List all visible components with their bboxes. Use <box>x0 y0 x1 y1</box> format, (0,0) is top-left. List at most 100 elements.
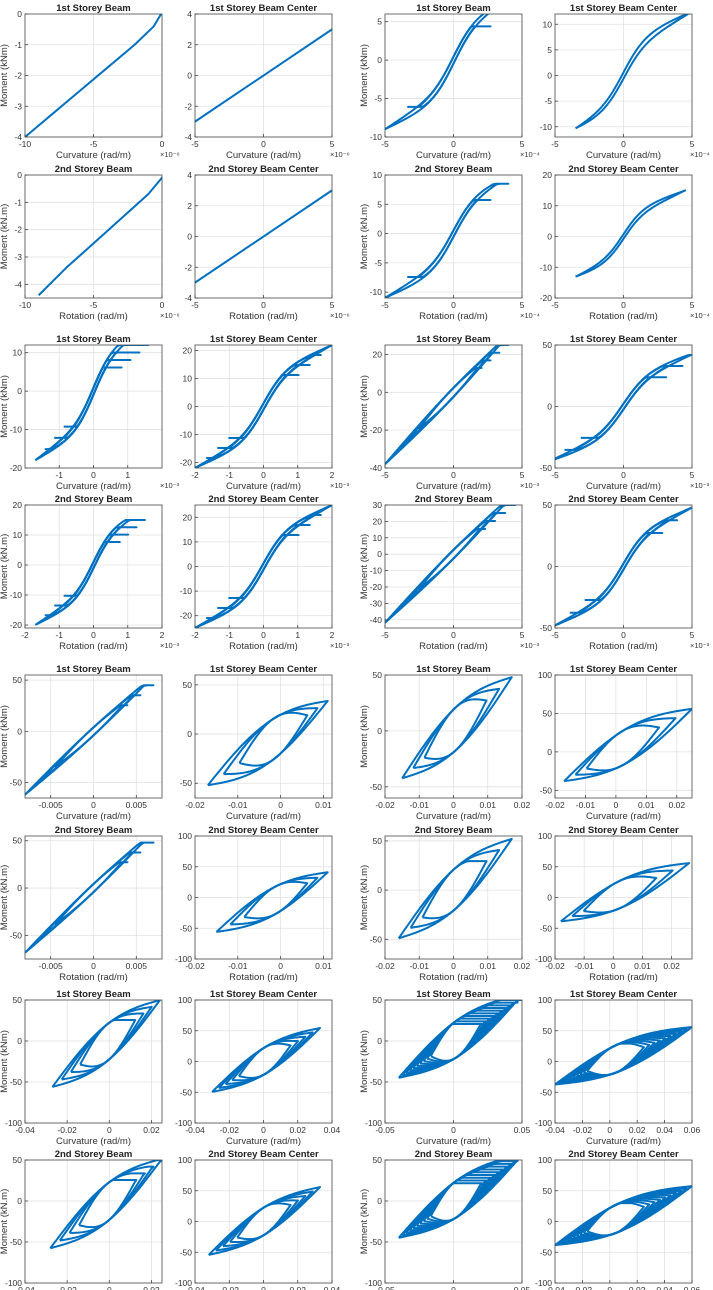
x-tick-label: -0.01 <box>574 961 594 971</box>
series-line-3 <box>555 506 692 627</box>
y-tick-label: 10 <box>373 533 383 543</box>
panel-title: 1st Storey Beam <box>56 989 130 1000</box>
y-axis-label: Moment (kNm) <box>0 44 10 107</box>
series-lines <box>385 505 517 624</box>
series-line-3 <box>207 699 329 787</box>
y-tick-label: 0 <box>17 726 22 736</box>
x-tick-label: 0.02 <box>629 1125 646 1135</box>
y-tick-label: 0 <box>547 71 552 81</box>
series-line-2 <box>222 707 319 776</box>
x-tick-label: 2 <box>330 630 335 640</box>
x-tick-label: 0 <box>91 961 96 971</box>
x-tick-label: -1 <box>55 470 63 480</box>
x-axis-label: Curvature (rad/m) <box>586 811 661 822</box>
y-tick-label: 0 <box>377 726 382 736</box>
plot-area <box>555 675 692 798</box>
y-tick-label: 0 <box>377 55 382 65</box>
x-axis-label: Curvature (rad/m) <box>416 811 491 822</box>
x-axis-exponent: ×10⁻³ <box>330 481 350 490</box>
x-tick-label: 0.02 <box>669 800 686 810</box>
y-tick-label: 100 <box>178 995 192 1005</box>
y-tick-label: 0 <box>187 1217 192 1227</box>
y-tick-label: -50 <box>540 785 553 795</box>
y-tick-label: 0 <box>547 747 552 757</box>
x-axis-label: Rotation (rad/m) <box>589 972 658 983</box>
x-tick-label: -5 <box>551 630 559 640</box>
x-tick-label: -0.005 <box>39 800 63 810</box>
y-tick-label: 0 <box>17 170 22 180</box>
series-lines <box>555 1185 692 1247</box>
panel-24: -0.02 -0.01 0 0.01 0.02 -100 -50 0 50 100 2nd Stor… <box>535 825 693 983</box>
y-axis-label: Moment (kNm) <box>359 1030 370 1093</box>
x-axis-exponent: ×10⁻⁴ <box>520 150 540 159</box>
x-tick-label: 0 <box>160 139 165 149</box>
y-tick-label: 10 <box>543 201 553 211</box>
series-line-3 <box>215 871 329 933</box>
x-tick-label: 0 <box>611 961 616 971</box>
x-tick-label: 5 <box>520 300 525 310</box>
x-tick-label: 0.01 <box>634 961 651 971</box>
x-tick-label: 5 <box>690 300 695 310</box>
y-tick-label: -20 <box>180 611 193 621</box>
x-tick-label: 0 <box>607 1125 612 1135</box>
x-tick-label: 0 <box>451 1285 456 1290</box>
y-tick-label: -10 <box>370 132 383 142</box>
x-tick-label: 0.05 <box>514 1125 531 1135</box>
panel-22: -0.02 -0.01 0 0.01 -100 -50 0 50 100 2nd Storey B… <box>175 825 333 983</box>
series-line-3 <box>397 837 513 940</box>
panel-2: -5 0 5 -4 -2 0 2 4 1st Storey Beam Center Curvatu… <box>184 3 349 161</box>
y-tick-label: 100 <box>178 831 192 841</box>
y-tick-label: 20 <box>543 170 553 180</box>
x-tick-label: -0.02 <box>57 1285 77 1290</box>
x-tick-label: -0.005 <box>39 961 63 971</box>
y-tick-label: 50 <box>13 1155 23 1165</box>
panel-6: -5 0 5 -4 -2 0 2 4 2nd Storey Beam Center Rotatio… <box>184 164 349 322</box>
y-tick-label: 100 <box>538 1155 552 1165</box>
panel-title: 2nd Storey Beam <box>55 494 133 505</box>
x-tick-label: -0.02 <box>57 1125 77 1135</box>
y-tick-label: 10 <box>373 170 383 180</box>
y-tick-label: 50 <box>543 862 553 872</box>
x-tick-label: -0.02 <box>220 1125 240 1135</box>
y-tick-label: -100 <box>5 1118 22 1128</box>
x-tick-label: 1 <box>125 630 130 640</box>
y-axis-label: Moment (kN.m) <box>359 534 370 599</box>
x-tick-label: 0.02 <box>143 1125 160 1135</box>
x-tick-label: 5 <box>690 139 695 149</box>
panel-title: 2nd Storey Beam Center <box>568 1149 679 1160</box>
x-tick-label: -5 <box>90 139 98 149</box>
series-lines <box>207 1186 322 1256</box>
x-axis-label: Rotation (rad/m) <box>59 641 128 652</box>
y-tick-label: 5 <box>547 45 552 55</box>
y-tick-label: 100 <box>538 670 552 680</box>
panel-title: 2nd Storey Beam <box>415 494 493 505</box>
y-axis-label: Moment (kNm) <box>0 705 10 768</box>
panel-30: -0.04 -0.02 0 0.02 0.04 -100 -50 0 50 100 2nd Stor… <box>175 1149 341 1290</box>
y-tick-label: -2 <box>14 225 22 235</box>
x-tick-label: 0 <box>451 300 456 310</box>
series-line-3 <box>25 684 155 796</box>
x-axis-exponent: ×10⁻⁶ <box>330 311 350 320</box>
series-lines <box>37 176 162 296</box>
x-axis-label: Curvature (rad/m) <box>56 481 131 492</box>
y-tick-label: -50 <box>10 778 23 788</box>
x-tick-label: 0.01 <box>315 800 332 810</box>
panel-title: 1st Storey Beam <box>56 3 130 14</box>
x-tick-label: 0.005 <box>126 961 148 971</box>
y-tick-label: 0 <box>187 402 192 412</box>
y-tick-label: 0 <box>547 232 552 242</box>
x-axis-label: Rotation (rad/m) <box>419 311 488 322</box>
axes-box <box>194 674 333 799</box>
panel-title: 1st Storey Beam Center <box>210 3 317 14</box>
x-tick-label: -10 <box>19 139 32 149</box>
y-tick-label: -20 <box>10 463 23 473</box>
panel-title: 2nd Storey Beam <box>55 1149 133 1160</box>
series-line-1 <box>575 189 687 278</box>
series-lines <box>555 353 692 461</box>
panel-27: -0.05 0 0.05 -100 -50 0 50 1st Storey Beam Curva… <box>359 989 531 1147</box>
panel-11: -5 0 5 -40 -20 0 20 1st Storey Beam Curvature (r… <box>359 334 540 492</box>
x-axis-label: Curvature (rad/m) <box>416 481 491 492</box>
